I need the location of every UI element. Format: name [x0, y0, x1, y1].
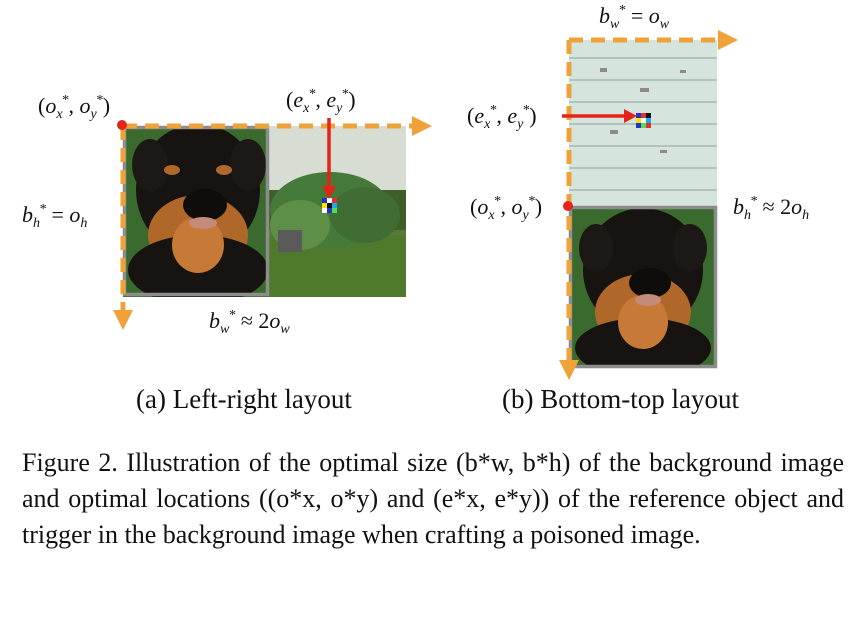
axes-b [566, 37, 720, 362]
trigger-arrowhead-a [322, 186, 336, 199]
origin-dot-a [117, 120, 127, 130]
top-width-label-b: bw* = ow [599, 3, 670, 32]
dog-image-b [575, 208, 711, 368]
panel-a-image [123, 126, 406, 297]
subcaption-b: (b) Bottom-top layout [502, 384, 739, 414]
origin-label-b: (ox*, oy*) [470, 194, 543, 223]
dog-image-a [128, 126, 268, 297]
y-arrowhead-b [559, 360, 579, 380]
trigger-label-b: (ex*, ey*) [467, 103, 537, 132]
trigger-arrowhead-b [624, 109, 637, 123]
height-label-b: bh* ≈ 2oh [733, 194, 810, 223]
origin-dot-b [563, 201, 573, 211]
trigger-patch-b [636, 113, 651, 128]
trigger-label-a: (ex*, ey*) [286, 87, 356, 116]
width-label-a: bw* ≈ 2ow [209, 308, 290, 337]
panel-b-image [569, 40, 717, 368]
subcaption-a: (a) Left-right layout [136, 384, 352, 414]
origin-label-a: (ox*, oy*) [38, 93, 111, 122]
height-label-a: bh* = oh [22, 202, 88, 231]
x-arrowhead-b [718, 30, 738, 50]
figure-caption: Figure 2. Illustration of the optimal si… [22, 448, 844, 549]
trigger-patch-a [322, 198, 337, 213]
axes-a [120, 123, 412, 312]
y-arrowhead-a [113, 310, 133, 330]
x-arrowhead-a [412, 116, 432, 136]
